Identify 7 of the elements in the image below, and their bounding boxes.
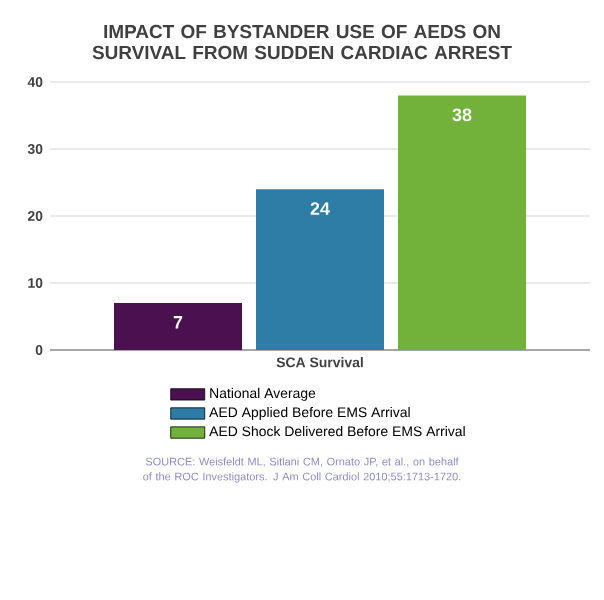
bar (398, 95, 527, 350)
bar (114, 303, 242, 350)
data-label: 38 (452, 108, 472, 122)
bar (256, 189, 384, 350)
chart-title: IMPACT OF BYSTANDER USE OF AEDS ON SURVIVAL FROM SUDDEN CARDIAC ARREST (92, 24, 512, 60)
data-label: 24 (310, 202, 330, 215)
data-label: 7 (173, 316, 183, 329)
